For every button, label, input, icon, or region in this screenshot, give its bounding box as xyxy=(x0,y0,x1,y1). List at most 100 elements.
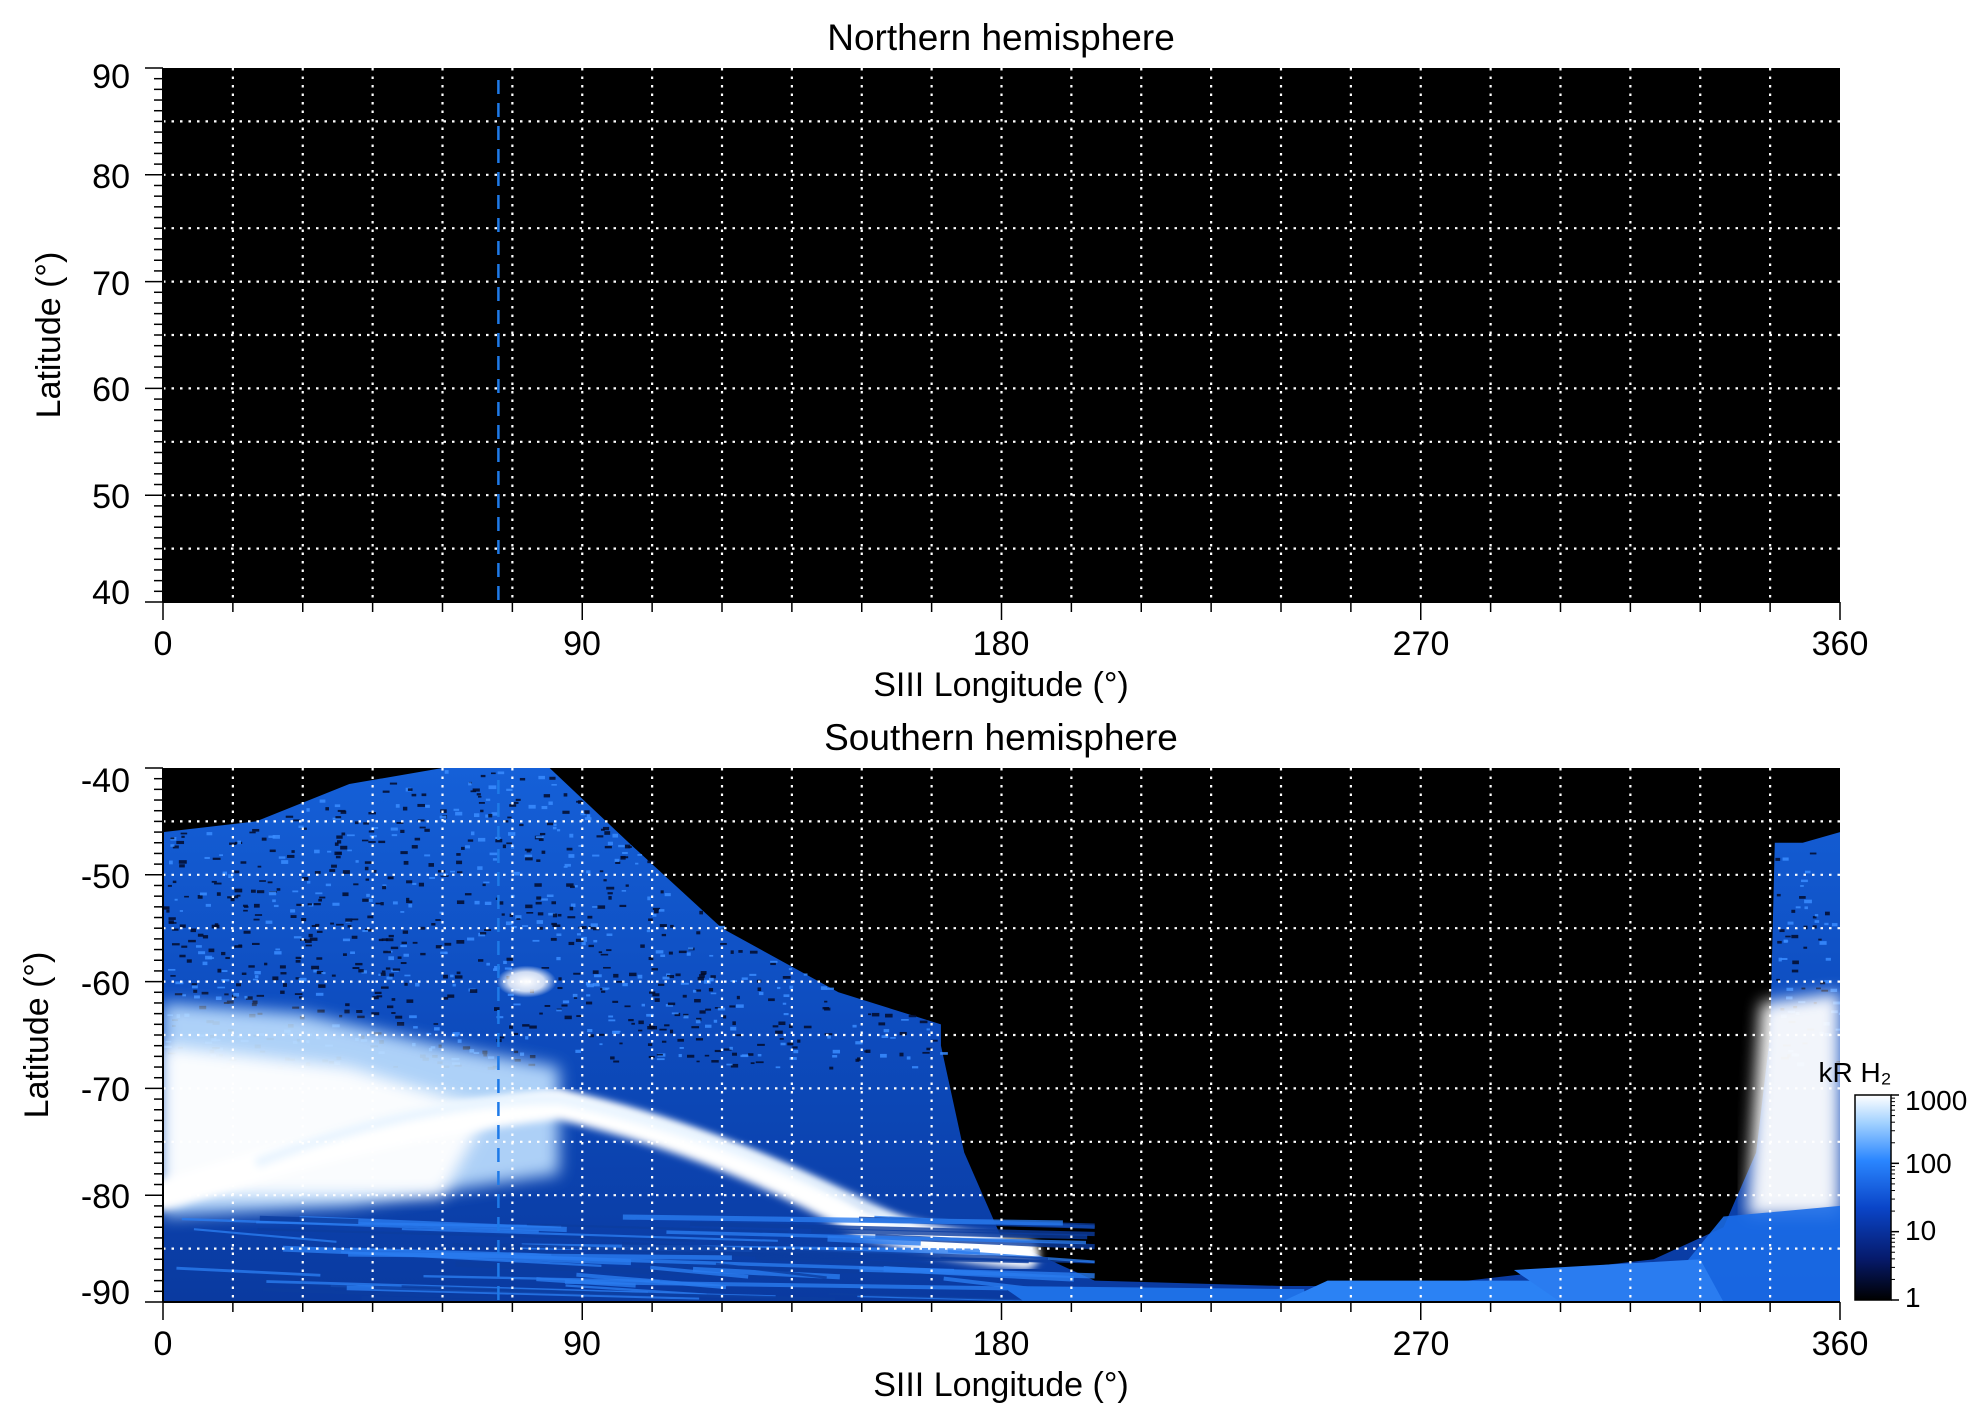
noise-speck xyxy=(782,976,791,979)
noise-speck xyxy=(498,1036,505,1039)
noise-speck xyxy=(1776,978,1780,981)
noise-speck xyxy=(826,987,834,990)
noise-speck xyxy=(311,924,317,928)
noise-speck xyxy=(506,788,513,791)
noise-speck xyxy=(477,866,483,870)
noise-speck xyxy=(318,898,322,902)
noise-speck xyxy=(691,1026,700,1029)
noise-speck xyxy=(508,832,516,836)
noise-speck xyxy=(228,874,234,878)
noise-speck xyxy=(172,928,179,931)
noise-speck xyxy=(509,913,514,917)
noise-speck xyxy=(302,876,309,881)
noise-speck xyxy=(503,820,509,823)
noise-speck xyxy=(406,999,414,1003)
noise-speck xyxy=(371,1012,380,1016)
noise-speck xyxy=(696,931,701,935)
noise-speck xyxy=(444,770,449,774)
noise-speck xyxy=(599,1043,603,1046)
noise-speck xyxy=(541,805,548,810)
polar-streak xyxy=(536,1277,636,1288)
noise-speck xyxy=(1825,957,1831,961)
noise-speck xyxy=(364,861,372,864)
northern-panel: Northern hemisphere 40 50 60 70 80 90 0 … xyxy=(30,17,1868,704)
noise-speck xyxy=(444,942,452,946)
noise-speck xyxy=(321,971,326,975)
noise-speck xyxy=(616,980,624,983)
noise-speck xyxy=(336,923,344,926)
noise-speck xyxy=(287,854,295,858)
noise-speck xyxy=(1814,920,1820,923)
noise-speck xyxy=(464,893,472,896)
south-title: Southern hemisphere xyxy=(824,717,1178,758)
polar-streak xyxy=(193,1228,337,1243)
colorbar-ticks xyxy=(1891,1094,1899,1301)
noise-speck xyxy=(176,840,185,845)
noise-speck xyxy=(1818,938,1822,941)
noise-speck xyxy=(285,815,294,818)
noise-speck xyxy=(513,871,520,876)
noise-speck xyxy=(683,1015,689,1019)
noise-speck xyxy=(401,941,407,945)
noise-speck xyxy=(881,1035,889,1039)
noise-speck xyxy=(789,1057,797,1060)
noise-speck xyxy=(736,1034,742,1037)
noise-speck xyxy=(686,1054,695,1058)
noise-speck xyxy=(193,989,198,993)
noise-speck xyxy=(558,977,562,981)
noise-speck xyxy=(364,928,373,932)
noise-speck xyxy=(352,967,360,970)
noise-speck xyxy=(648,991,656,994)
south-y-tick-label: -40 xyxy=(81,762,130,800)
noise-speck xyxy=(452,983,456,987)
polar-streak xyxy=(501,1243,742,1256)
noise-speck xyxy=(1820,981,1826,985)
noise-speck xyxy=(226,1000,234,1004)
noise-speck xyxy=(615,861,621,864)
noise-speck xyxy=(311,965,320,970)
polar-streak xyxy=(423,1274,660,1283)
noise-speck xyxy=(342,870,350,874)
noise-speck xyxy=(406,880,413,884)
noise-speck xyxy=(389,782,398,785)
noise-speck xyxy=(570,903,576,908)
noise-speck xyxy=(1791,934,1799,939)
noise-speck xyxy=(298,977,307,982)
noise-speck xyxy=(435,945,443,949)
polar-sliver xyxy=(1001,1285,1305,1302)
noise-speck xyxy=(304,939,312,943)
north-x-tick-label: 0 xyxy=(154,625,173,663)
noise-speck xyxy=(521,925,529,927)
noise-speck xyxy=(661,933,667,937)
south-y-tick-label: -90 xyxy=(81,1274,130,1312)
noise-speck xyxy=(586,814,591,819)
noise-speck xyxy=(652,913,657,917)
noise-speck xyxy=(172,880,177,884)
noise-speck xyxy=(680,982,689,985)
noise-speck xyxy=(581,942,586,946)
noise-speck xyxy=(589,926,596,930)
noise-speck xyxy=(553,823,557,827)
noise-speck xyxy=(832,1049,841,1054)
noise-speck xyxy=(198,951,206,955)
noise-speck xyxy=(335,855,341,859)
noise-speck xyxy=(543,794,551,798)
noise-speck xyxy=(561,1004,568,1007)
noise-speck xyxy=(456,900,465,905)
noise-speck xyxy=(267,881,273,884)
noise-speck xyxy=(413,1026,418,1029)
noise-speck xyxy=(467,937,475,941)
noise-speck xyxy=(221,951,226,956)
noise-speck xyxy=(699,910,704,915)
noise-speck xyxy=(431,923,436,926)
noise-speck xyxy=(331,974,336,977)
north-y-ticks: 40 50 60 70 80 90 xyxy=(92,58,130,612)
noise-speck xyxy=(236,894,241,897)
noise-speck xyxy=(569,906,574,911)
noise-speck xyxy=(365,878,370,881)
noise-speck xyxy=(1814,914,1819,917)
noise-speck xyxy=(926,1047,933,1051)
noise-speck xyxy=(382,790,390,793)
noise-speck xyxy=(557,829,561,832)
noise-speck xyxy=(556,1008,562,1011)
